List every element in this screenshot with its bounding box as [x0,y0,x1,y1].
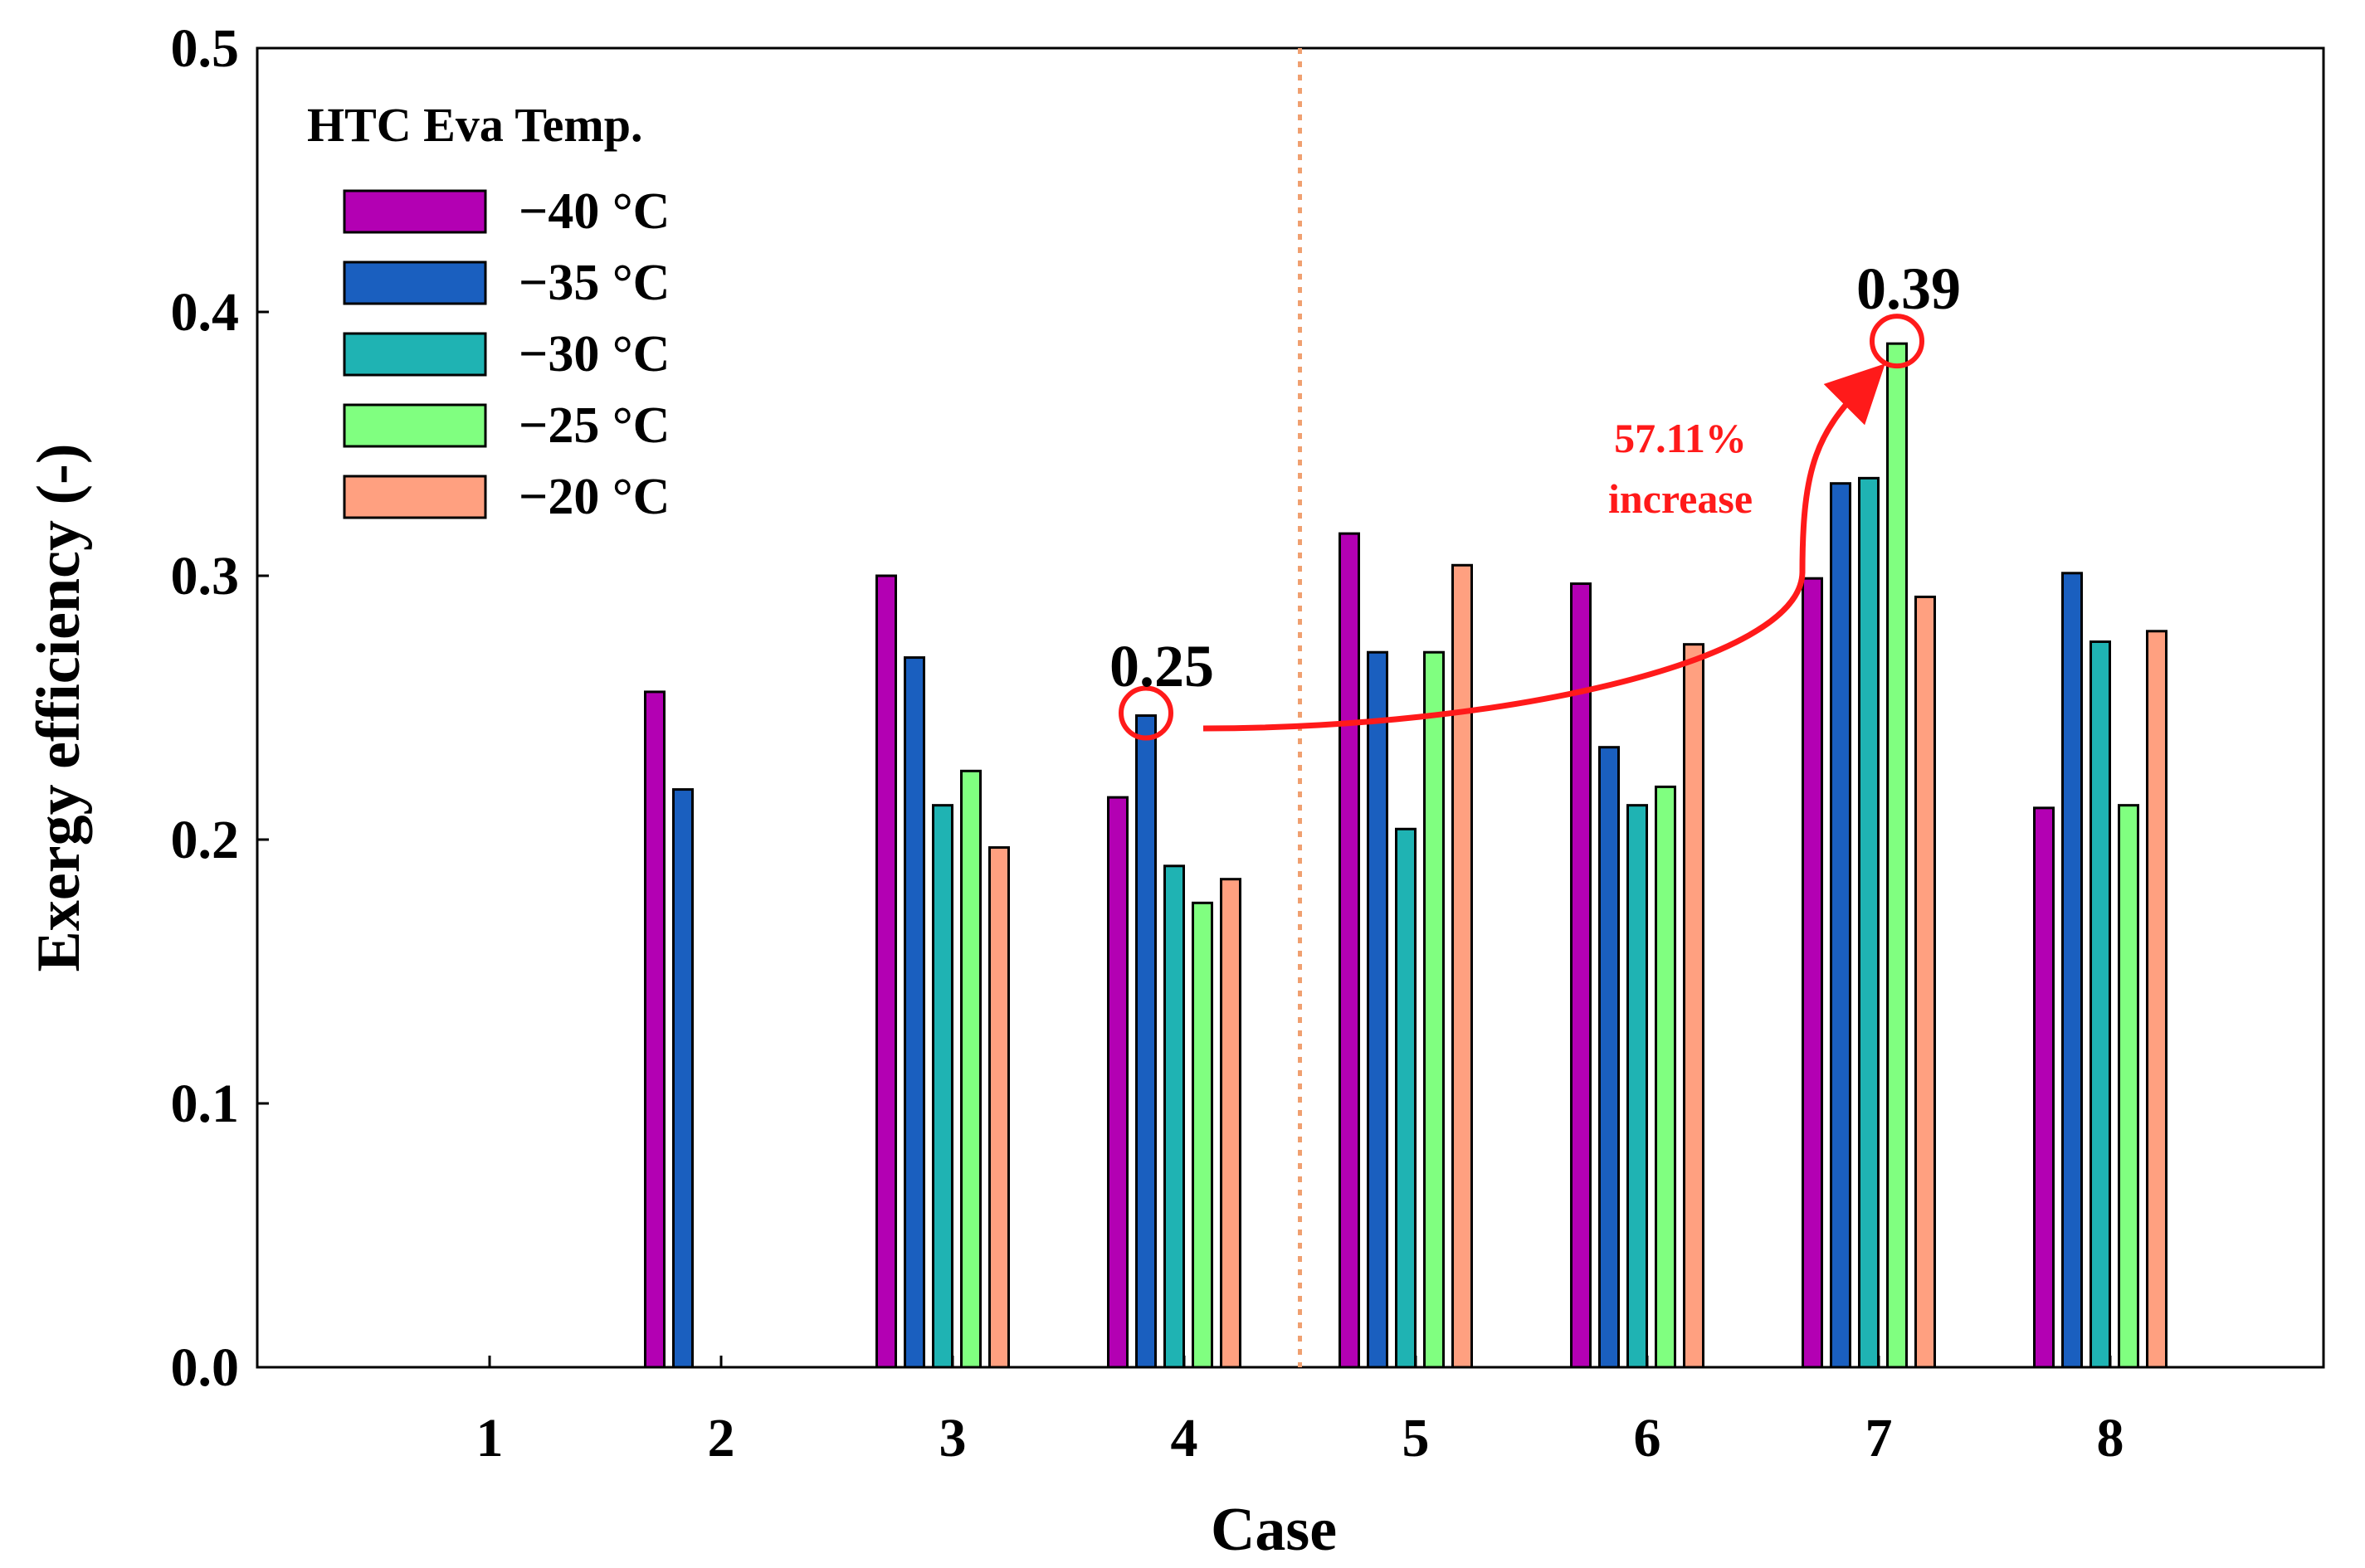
x-tick-label: 2 [708,1408,735,1468]
legend: HTC Eva Temp. −40 °C −35 °C −30 °C −25 °C −2… [307,98,670,525]
increase-arrow [1202,363,1885,732]
low-value-circle-marker [1119,685,1173,741]
bar-case-6-series-3 [1626,804,1648,1369]
bars-group [644,342,2168,1369]
y-tick-label: 0.2 [171,810,240,870]
y-tick-label: 0.4 [171,282,240,343]
legend-swatch [343,403,487,448]
legend-label: −25 °C [519,397,670,454]
bar-case-8-series-2 [2061,572,2083,1369]
bar-case-3-series-4 [960,769,982,1369]
x-tick-label: 3 [939,1408,967,1468]
high-value-circle-marker [1870,314,1924,369]
bar-case-6-series-2 [1598,746,1620,1369]
bar-case-5-series-3 [1395,827,1417,1369]
bar-case-7-series-5 [1914,595,1936,1369]
x-tick-label: 6 [1634,1408,1661,1468]
high-value-label: 0.39 [1856,256,1961,322]
bar-case-6-series-1 [1570,582,1592,1369]
annotations: 0.25 0.39 57.11% increase [1109,256,1961,741]
bar-case-8-series-1 [2033,806,2055,1369]
increase-word-label: increase [1608,475,1753,522]
bar-case-5-series-4 [1423,650,1445,1369]
bar-case-5-series-2 [1367,650,1388,1369]
bar-case-4-series-1 [1107,796,1129,1369]
bar-case-4-series-4 [1192,901,1213,1369]
x-tick-label: 5 [1402,1408,1430,1468]
legend-label: −20 °C [519,469,670,525]
bar-case-4-series-5 [1220,878,1241,1369]
bar-case-7-series-1 [1802,577,1823,1369]
legend-swatch [343,261,487,305]
legend-label: −30 °C [519,326,670,382]
legend-swatch [343,189,487,234]
bar-case-7-series-3 [1858,476,1880,1369]
y-tick-label: 0.3 [171,546,240,606]
y-axis-title: Exergy efficiency (-) [25,444,93,972]
bar-case-8-series-4 [2118,804,2139,1369]
bar-case-5-series-5 [1451,563,1473,1369]
bar-case-7-series-2 [1830,482,1851,1369]
y-tick-label: 0.1 [171,1074,240,1134]
bar-case-8-series-5 [2146,630,2168,1369]
legend-label: −35 °C [519,255,670,311]
bar-case-3-series-1 [875,574,897,1369]
bar-case-4-series-2 [1135,714,1157,1369]
y-axis: 0.0 0.1 0.2 0.3 0.4 0.5 [171,18,269,1398]
bar-case-5-series-1 [1339,532,1360,1369]
bar-case-2-series-1 [644,690,666,1369]
x-tick-label: 7 [1865,1408,1893,1468]
legend-swatch [343,332,487,377]
legend-label: −40 °C [519,183,670,240]
bar-case-7-series-4 [1886,342,1908,1369]
x-tick-label: 4 [1171,1408,1198,1468]
legend-swatch [343,475,487,519]
bar-case-2-series-2 [672,788,694,1369]
bar-case-6-series-5 [1683,643,1704,1369]
legend-title: HTC Eva Temp. [307,98,643,152]
y-tick-label: 0.0 [171,1337,240,1398]
x-tick-label: 8 [2097,1408,2124,1468]
y-tick-label: 0.5 [171,18,240,79]
low-value-label: 0.25 [1109,633,1214,699]
x-axis-title: Case [1211,1496,1337,1564]
bar-case-3-series-3 [932,804,953,1369]
bar-case-3-series-5 [988,846,1010,1369]
increase-percent-label: 57.11% [1614,415,1747,461]
bar-case-3-series-2 [904,656,925,1369]
x-axis: 1 2 3 4 5 6 7 8 [476,1356,2124,1468]
bar-case-4-series-3 [1163,864,1185,1369]
bar-case-6-series-4 [1655,785,1676,1369]
bar-case-8-series-3 [2089,640,2111,1369]
x-tick-label: 1 [476,1408,504,1468]
plot-area-frame [256,46,2325,1369]
